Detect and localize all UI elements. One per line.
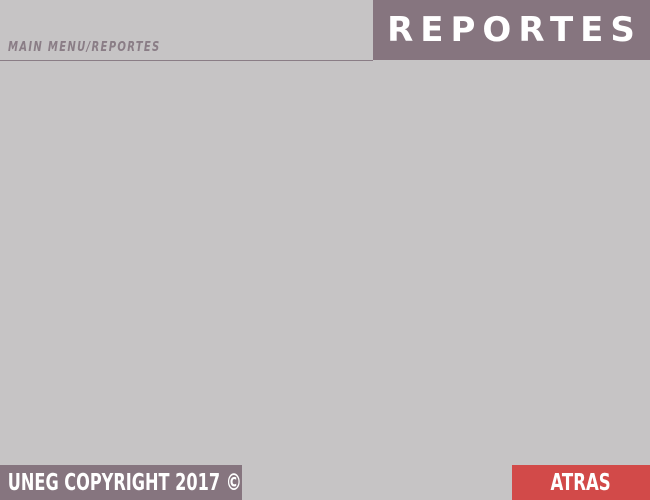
back-button[interactable]: ATRAS [512,465,650,500]
main-content-area [0,61,650,465]
page-title-panel: REPORTES [373,0,650,60]
back-button-label: ATRAS [550,469,612,496]
page-title: REPORTES [387,10,642,50]
copyright-text: UNEG COPYRIGHT 2017 © [7,469,242,496]
breadcrumb: MAIN MENU/REPORTES [8,40,161,55]
copyright-panel: UNEG COPYRIGHT 2017 © [0,465,242,500]
header-divider [0,60,373,61]
